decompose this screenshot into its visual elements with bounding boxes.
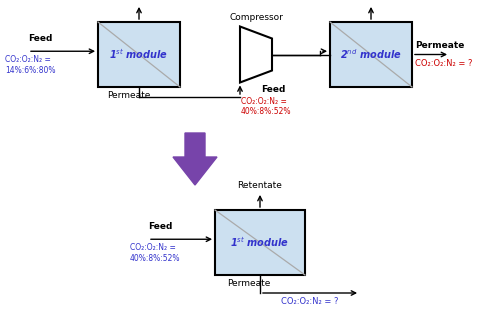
Text: Retentate: Retentate — [238, 181, 283, 190]
Text: 2$^{nd}$ module: 2$^{nd}$ module — [340, 48, 402, 61]
Text: Feed: Feed — [261, 85, 285, 94]
Text: Feed: Feed — [28, 34, 52, 43]
Polygon shape — [240, 26, 272, 82]
Text: Retentate: Retentate — [116, 0, 161, 2]
Text: Feed: Feed — [148, 222, 172, 231]
Text: Permeate: Permeate — [415, 42, 464, 50]
Text: CO₂:O₂:N₂ =
40%:8%:52%: CO₂:O₂:N₂ = 40%:8%:52% — [130, 243, 181, 263]
Bar — [330, 22, 412, 87]
Polygon shape — [173, 133, 217, 185]
Text: Permeate: Permeate — [107, 91, 151, 100]
Text: CO₂:O₂:N₂ = ?: CO₂:O₂:N₂ = ? — [281, 297, 339, 306]
Text: Compressor: Compressor — [229, 13, 283, 21]
Text: 1$^{st}$ module: 1$^{st}$ module — [230, 236, 290, 249]
Bar — [98, 22, 180, 87]
Text: CO₂:O₂:N₂ =
40%:8%:52%: CO₂:O₂:N₂ = 40%:8%:52% — [241, 96, 292, 116]
Text: Permeate: Permeate — [228, 279, 271, 288]
Bar — [215, 210, 305, 275]
Text: Retentate: Retentate — [349, 0, 393, 2]
Text: CO₂:O₂:N₂ =
14%:6%:80%: CO₂:O₂:N₂ = 14%:6%:80% — [5, 55, 56, 75]
Text: 1$^{st}$ module: 1$^{st}$ module — [109, 48, 169, 61]
Text: CO₂:O₂:N₂ = ?: CO₂:O₂:N₂ = ? — [415, 58, 472, 68]
